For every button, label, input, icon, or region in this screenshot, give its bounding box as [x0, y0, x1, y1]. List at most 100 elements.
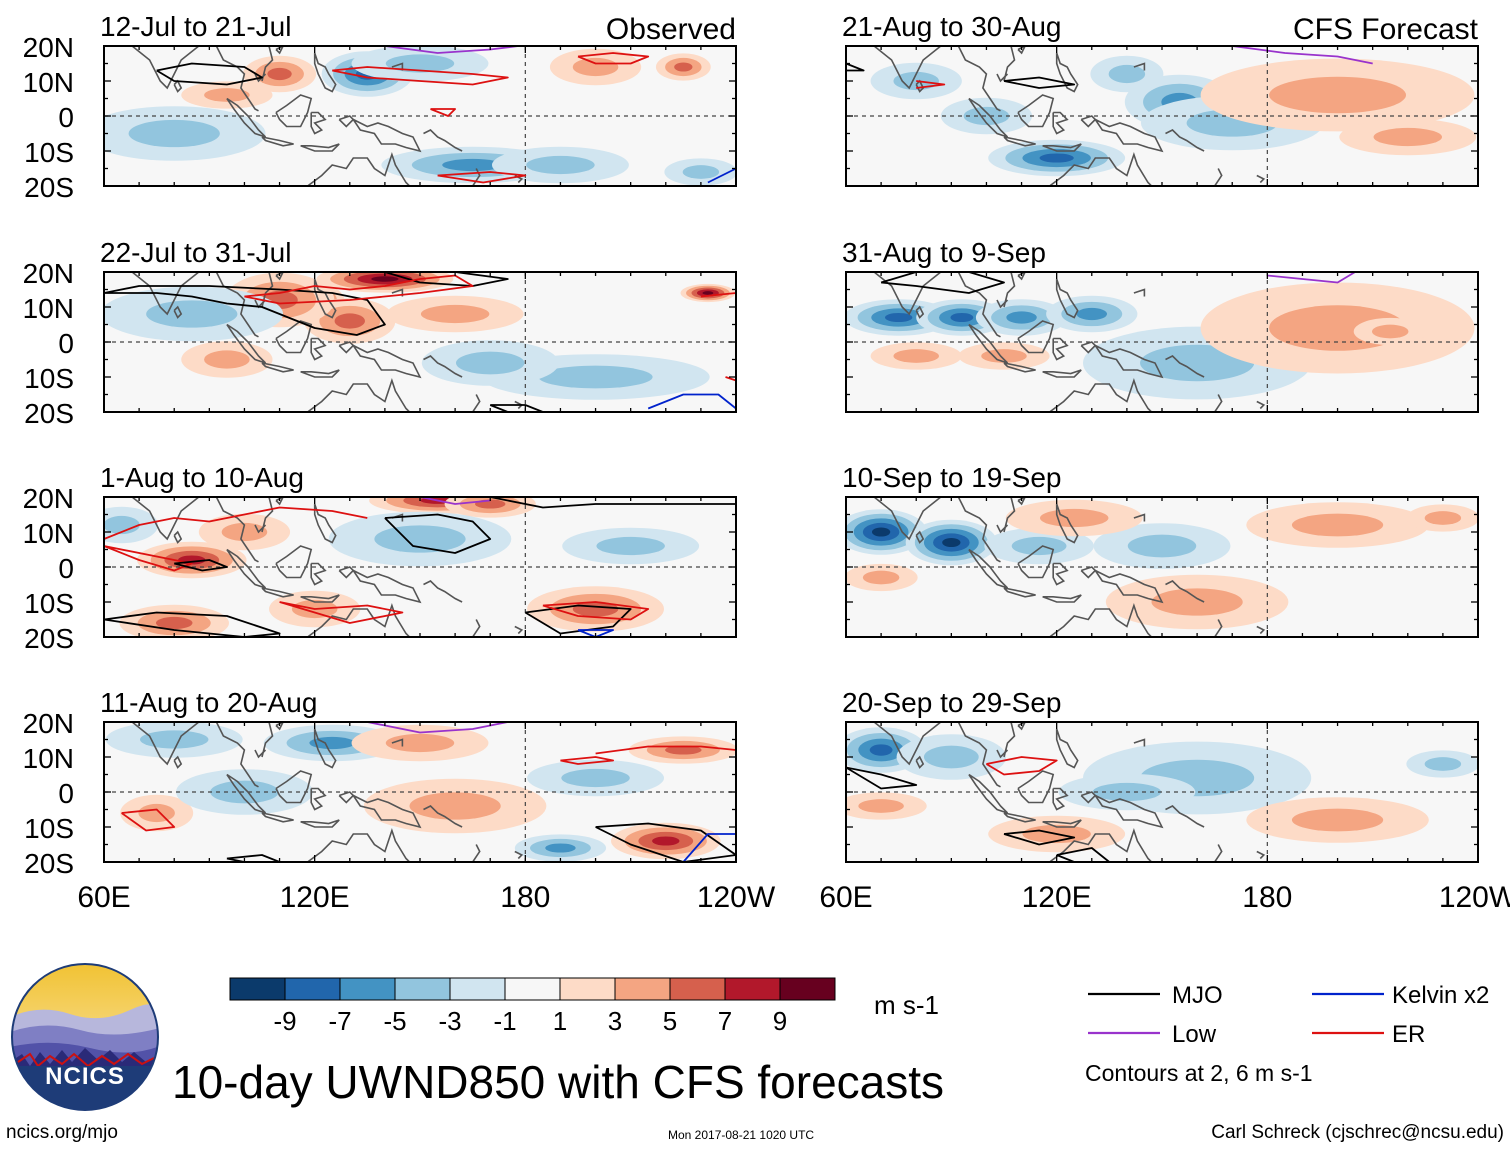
x-tick-label: 180	[1242, 881, 1292, 914]
contour-er	[332, 66, 509, 86]
footer-link[interactable]: ncics.org/mjo	[6, 1122, 118, 1143]
anomaly-cell	[181, 341, 273, 378]
contour-er	[725, 376, 736, 382]
contour-er	[279, 601, 404, 624]
y-tick-label: 10N	[23, 518, 74, 549]
y-tick-label: 20S	[24, 848, 74, 879]
y-tick-label: 20S	[24, 623, 74, 654]
panel-1-0: 21-Aug to 30-Aug	[842, 11, 1479, 187]
contour-er	[560, 756, 615, 765]
anomaly-cell	[1246, 502, 1429, 548]
contour-er	[121, 808, 176, 832]
colorbar-swatch	[614, 977, 671, 1001]
contour-er	[244, 274, 474, 305]
x-tick-label: 120E	[280, 881, 350, 914]
coastlines	[131, 722, 524, 862]
legend-label-mjo: MJO	[1172, 982, 1223, 1009]
panel-period: 11-Aug to 20-Aug	[100, 687, 317, 718]
panel-period: 22-Jul to 31-Jul	[100, 237, 291, 268]
y-tick-label: 10S	[24, 588, 74, 619]
y-tick-label: 10S	[24, 137, 74, 168]
panel-0-1: 22-Jul to 31-Jul 20N 10N 0 10S 20S	[23, 237, 737, 429]
colorbar-tick-label: -3	[438, 1006, 461, 1036]
y-tick-label: 0	[58, 778, 74, 809]
contour-er	[542, 601, 650, 621]
contour-mjo	[173, 559, 228, 572]
anomaly-cell	[1200, 58, 1475, 132]
tick-marks	[845, 721, 1479, 863]
panel-period: 21-Aug to 30-Aug	[842, 11, 1062, 42]
anomaly-cell	[514, 834, 607, 862]
tick-marks	[103, 45, 737, 187]
y-tick-label: 10N	[23, 293, 74, 324]
contour-kelvin	[647, 393, 736, 410]
y-tick-label: 10S	[24, 363, 74, 394]
colorbar-tick-label: -9	[273, 1006, 296, 1036]
anomaly-cell	[328, 511, 512, 567]
contour-mjo	[226, 854, 281, 862]
y-tick-label: 0	[58, 553, 74, 584]
panel-0-0: 12-Jul to 21-Jul 20N 10N 0 10S 20S	[23, 11, 737, 203]
anomaly-cell	[105, 722, 243, 758]
anomaly-cell	[958, 342, 1050, 370]
tick-marks	[103, 496, 737, 638]
column-header: Observed	[606, 13, 736, 46]
anomaly-cell	[1246, 797, 1429, 843]
contour-er	[916, 80, 946, 89]
panel-1-3: 20-Sep to 29-Sep 60E 120E 180 120W	[819, 687, 1510, 914]
contour-low	[419, 497, 491, 505]
contour-low	[1267, 272, 1356, 284]
anomaly-cell	[104, 506, 159, 544]
colorbar-swatch	[559, 977, 616, 1001]
contour-er	[595, 745, 736, 755]
colorbar-tick-label: 3	[608, 1006, 622, 1036]
anomaly-cell	[527, 586, 665, 632]
colorbar-tick-label: 9	[773, 1006, 787, 1036]
anomaly-cell	[181, 81, 273, 109]
anomaly-cell	[1046, 295, 1138, 333]
contour-mjo	[846, 62, 865, 72]
anomaly-cell	[846, 792, 927, 820]
anomaly-cell	[119, 604, 229, 637]
colorbar-tick-label: -7	[328, 1006, 351, 1036]
colorbar-swatch	[339, 977, 396, 1001]
contour-mjo	[1003, 829, 1076, 846]
coastlines	[131, 497, 524, 637]
anomaly-cell	[975, 299, 1068, 336]
panels: 12-Jul to 21-Jul 20N 10N 0 10S 20S 22-Jul to 3…	[23, 11, 1510, 914]
contour-er	[700, 292, 736, 298]
anomaly-cell	[491, 146, 629, 184]
panel-period: 12-Jul to 21-Jul	[100, 11, 291, 42]
colorbar: -9 -7 -5 -3 -1 1 3 5 7 9	[229, 977, 836, 1036]
panel-period: 31-Aug to 9-Sep	[842, 237, 1046, 268]
y-tick-label: 20N	[23, 708, 74, 739]
coastlines	[873, 272, 1266, 412]
y-tick-label: 10N	[23, 743, 74, 774]
y-tick-label: 20S	[24, 398, 74, 429]
anomaly-cell	[1090, 55, 1164, 93]
anomaly-cell	[421, 340, 559, 386]
tick-marks	[845, 496, 1479, 638]
anomaly-cell	[1093, 523, 1231, 569]
contour-kelvin	[577, 629, 615, 637]
contour-er	[104, 506, 368, 540]
anomaly-cell	[988, 139, 1126, 177]
anomaly-cell	[664, 158, 736, 186]
y-tick-label: 10N	[23, 67, 74, 98]
colorbar-swatch	[449, 977, 506, 1001]
x-tick-label: 120W	[697, 881, 776, 914]
y-tick-label: 20N	[23, 258, 74, 289]
contour-low	[1232, 46, 1373, 65]
legend-lines	[1088, 992, 1384, 1035]
column-header: CFS Forecast	[1293, 13, 1479, 46]
contour-mjo	[384, 513, 492, 554]
coastlines	[873, 722, 1266, 862]
footer-timestamp: Mon 2017-08-21 1020 UTC	[668, 1128, 815, 1142]
y-tick-label: 20S	[24, 172, 74, 203]
anomaly-cell	[351, 724, 489, 762]
contour-mjo	[524, 604, 632, 635]
logo-text: NCICS	[45, 1063, 125, 1090]
colorbar-swatch	[779, 977, 836, 1001]
